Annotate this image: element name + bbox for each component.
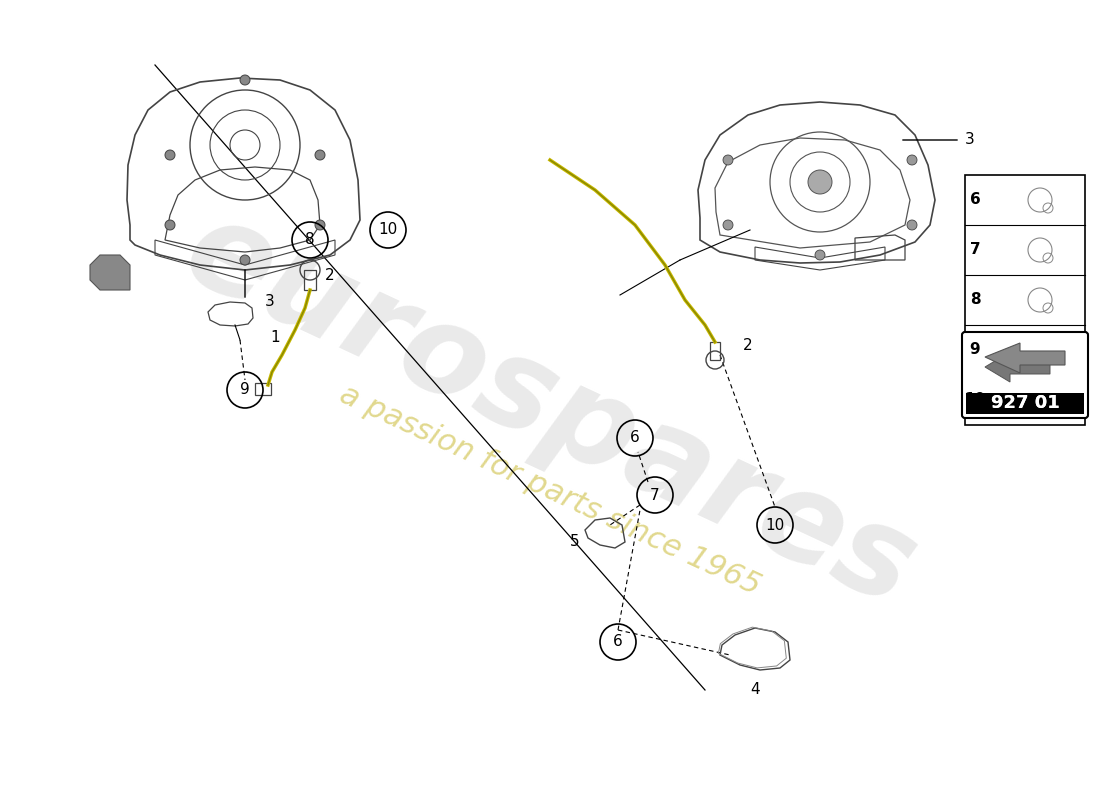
Circle shape	[908, 155, 917, 165]
Text: 3: 3	[265, 294, 275, 310]
Circle shape	[240, 255, 250, 265]
Bar	[967, 393, 1084, 413]
Text: 6: 6	[613, 634, 623, 650]
Circle shape	[723, 220, 733, 230]
Text: 927 01: 927 01	[991, 394, 1059, 412]
Text: 9: 9	[240, 382, 250, 398]
Text: 1: 1	[271, 330, 279, 345]
Bar	[965, 175, 1085, 425]
Circle shape	[315, 220, 324, 230]
Polygon shape	[984, 352, 1050, 382]
Circle shape	[240, 75, 250, 85]
Text: 3: 3	[965, 133, 975, 147]
Text: 5: 5	[570, 534, 580, 550]
Text: a passion for parts since 1965: a passion for parts since 1965	[336, 379, 764, 601]
Circle shape	[908, 220, 917, 230]
Text: 10: 10	[378, 222, 397, 238]
Bar	[710, 342, 720, 360]
Text: 2: 2	[324, 267, 334, 282]
Text: 8: 8	[970, 293, 980, 307]
Text: 2: 2	[742, 338, 752, 353]
Bar	[966, 336, 1084, 393]
Bar	[966, 393, 1084, 414]
Circle shape	[815, 250, 825, 260]
Circle shape	[165, 220, 175, 230]
Text: 7: 7	[970, 242, 980, 258]
Bar	[304, 270, 316, 290]
Polygon shape	[984, 343, 1065, 373]
Text: 8: 8	[305, 233, 315, 247]
Text: 7: 7	[650, 487, 660, 502]
Circle shape	[315, 150, 324, 160]
Text: 10: 10	[766, 518, 784, 533]
Text: 9: 9	[970, 342, 980, 358]
Text: 10: 10	[965, 393, 986, 407]
Circle shape	[808, 170, 832, 194]
Text: 4: 4	[750, 682, 760, 698]
Text: 927 01: 927 01	[991, 394, 1059, 412]
Text: 6: 6	[630, 430, 640, 446]
Text: 6: 6	[969, 193, 980, 207]
Circle shape	[723, 155, 733, 165]
Circle shape	[165, 150, 175, 160]
Polygon shape	[90, 255, 130, 290]
Bar	[255, 383, 271, 395]
FancyBboxPatch shape	[962, 332, 1088, 418]
Text: eurospares: eurospares	[166, 188, 934, 632]
